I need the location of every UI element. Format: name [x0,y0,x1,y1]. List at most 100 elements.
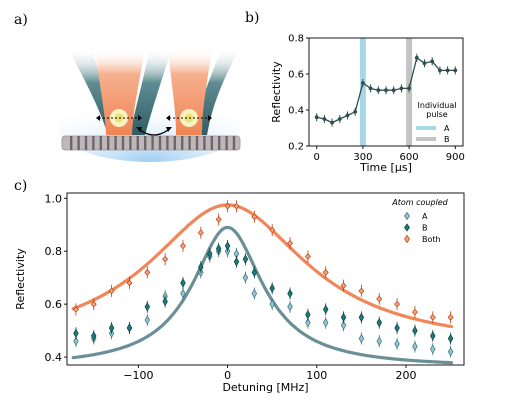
data-point-a [269,299,275,309]
panel-label-b: b) [245,10,260,26]
data-point-both [429,314,436,321]
legend-swatch-b [416,137,436,141]
data-point-both [162,255,169,263]
data-point-a [412,341,418,352]
data-point-both [411,308,418,316]
y-tick-label: 0.4 [288,106,304,117]
y-tick-label: 0.8 [288,34,304,45]
data-point [345,113,350,118]
data-point-b [269,283,275,293]
data-point-b [323,304,329,315]
data-point-b [251,267,258,278]
data-point [430,59,435,64]
data-point-both [322,269,329,276]
data-point-b [126,323,133,333]
data-point [361,81,365,85]
data-point-b [447,333,454,344]
data-point-b [376,317,382,328]
data-point-both [376,295,383,303]
legend-marker-b [404,223,410,232]
legend-label-b: B [422,224,428,233]
data-point-b [73,328,79,338]
data-point-b [305,310,311,320]
legend-title: Individual pulse [418,101,457,119]
data-point [314,115,319,120]
data-point-a [73,336,79,346]
data-point [376,88,381,93]
data-point [391,88,396,93]
data-point-both [72,306,79,313]
data-point-both [394,300,401,308]
x-tick-label: 900 [446,152,465,163]
data-point [399,86,404,91]
data-point-both [269,226,276,234]
data-point [330,120,334,125]
data-point-a [340,320,347,331]
legend-marker-both [404,234,410,244]
data-point-both [215,216,222,223]
data-point-a [430,344,436,354]
data-point-a [305,317,311,328]
data-point-a [376,336,382,346]
data-point-both [90,300,97,308]
data-point-a [144,315,150,325]
panel-label-c: c) [14,178,28,194]
x-tick-label: 200 [396,369,417,382]
data-point-both [287,239,294,247]
data-point-both [251,213,258,221]
x-tick-label: 600 [400,152,419,163]
data-point-a [251,288,258,299]
data-point-a [180,288,186,299]
y-tick-label: 0.4 [45,351,63,364]
y-tick-label: 1.0 [45,192,63,205]
data-point-both [126,279,133,287]
data-point-b [287,288,293,299]
data-point-a [358,333,365,344]
data-point [445,68,450,73]
fit-curve-single [71,225,454,365]
y-axis-label: Reflectivity [14,248,27,310]
data-point-both [358,287,365,295]
data-point [384,88,388,93]
x-tick-label: −100 [123,369,153,382]
legend-label-a: A [444,124,450,133]
x-axis-label: Detuning [MHz] [222,381,308,394]
data-point-b [215,243,222,254]
legend-label-both: Both [422,235,441,244]
data-point-b [430,331,436,341]
data-point-a [323,317,329,328]
legend-label-a: A [422,212,428,221]
data-point-both [340,282,347,289]
data-point-both [224,202,231,210]
x-tick-label: 0 [314,152,320,163]
data-point [438,68,442,73]
plot-frame [66,192,465,366]
x-tick-label: 0 [224,369,231,382]
data-point [414,55,419,60]
data-point-both [304,253,311,260]
data-point [353,109,358,114]
data-point-b [412,325,418,336]
data-point-b [162,296,168,307]
data-point-b [108,323,115,333]
data-point-a [447,347,454,357]
data-point-a [242,272,249,283]
y-tick-label: 0.2 [288,142,304,153]
x-axis-label: Time [μs] [359,161,412,174]
data-point-b [394,323,400,333]
data-point-b [358,312,365,323]
data-point-both [447,314,454,321]
y-tick-label: 0.6 [45,298,63,311]
y-axis-label: Reflectivity [270,61,283,123]
plot-frame [308,37,464,147]
pulse-band-a [359,38,366,146]
panel-label-a: a) [14,12,28,28]
x-tick-label: 300 [353,152,372,163]
data-point-a [394,339,400,349]
data-point-both [144,269,151,276]
y-tick-label: 0.6 [288,70,304,81]
data-point [453,68,458,73]
data-point [407,86,411,91]
data-point-b [242,254,249,264]
